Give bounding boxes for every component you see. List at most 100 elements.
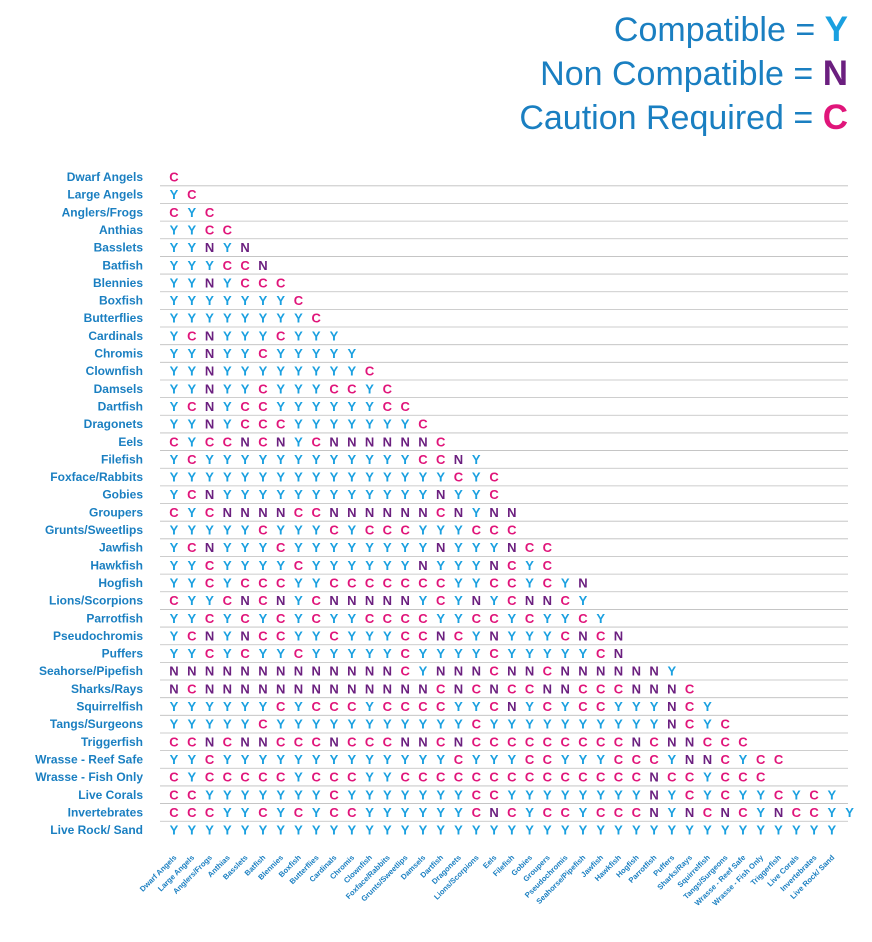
cell-mark: C <box>276 611 286 626</box>
cell-mark: C <box>383 699 393 714</box>
cell-mark: C <box>276 417 286 432</box>
cell-mark: Y <box>205 293 214 308</box>
cell-mark: N <box>632 664 641 679</box>
cell-mark: Y <box>259 311 268 326</box>
cell-mark: Y <box>223 699 232 714</box>
cell-mark: Y <box>419 523 428 538</box>
cell-mark: Y <box>721 823 730 838</box>
cell-mark: C <box>685 770 695 785</box>
cell-mark: Y <box>294 575 303 590</box>
cell-mark: Y <box>347 558 356 573</box>
row-label: Triggerfish <box>81 735 143 749</box>
cell-mark: Y <box>419 787 428 802</box>
cell-mark: C <box>383 734 393 749</box>
legend-label: Caution Required <box>519 99 784 137</box>
row-label: Dragonets <box>84 417 144 431</box>
cell-mark: C <box>560 593 570 608</box>
cell-mark: Y <box>365 770 374 785</box>
cell-mark: Y <box>543 823 552 838</box>
cell-mark: Y <box>579 717 588 732</box>
cell-mark: Y <box>170 752 179 767</box>
cell-mark: N <box>365 505 374 520</box>
cell-mark: Y <box>294 434 303 449</box>
cell-mark: Y <box>347 470 356 485</box>
cell-mark: N <box>525 593 534 608</box>
cell-mark: Y <box>472 452 481 467</box>
row-label: Anglers/Frogs <box>62 205 144 219</box>
cell-mark: N <box>347 664 356 679</box>
cell-mark: Y <box>223 523 232 538</box>
cell-mark: C <box>436 593 446 608</box>
cell-mark: Y <box>525 717 534 732</box>
cell-mark: Y <box>276 293 285 308</box>
cell-mark: N <box>205 346 214 361</box>
cell-mark: Y <box>507 646 516 661</box>
cell-mark: Y <box>259 487 268 502</box>
cell-mark: Y <box>756 787 765 802</box>
cell-mark: N <box>507 540 516 555</box>
cell-mark: N <box>454 505 463 520</box>
cell-mark: Y <box>507 611 516 626</box>
cell-mark: Y <box>223 487 232 502</box>
cell-mark: C <box>312 505 322 520</box>
cell-mark: C <box>614 752 624 767</box>
cell-mark: C <box>258 575 268 590</box>
cell-mark: Y <box>383 770 392 785</box>
cell-mark: C <box>169 505 179 520</box>
cell-mark: C <box>614 681 624 696</box>
cell-mark: C <box>258 523 268 538</box>
cell-mark: C <box>258 275 268 290</box>
row-label: Squirrelfish <box>76 700 143 714</box>
cell-mark: N <box>720 805 729 820</box>
cell-mark: Y <box>259 699 268 714</box>
cell-mark: C <box>596 699 606 714</box>
cell-mark: Y <box>419 470 428 485</box>
cell-mark: Y <box>614 699 623 714</box>
cell-mark: Y <box>579 787 588 802</box>
cell-mark: C <box>258 417 268 432</box>
cell-mark: Y <box>401 823 410 838</box>
cell-mark: N <box>347 593 356 608</box>
cell-mark: Y <box>703 717 712 732</box>
cell-mark: Y <box>312 381 321 396</box>
cell-mark: Y <box>241 558 250 573</box>
cell-mark: C <box>347 575 357 590</box>
cell-mark: N <box>400 434 409 449</box>
cell-mark: Y <box>170 452 179 467</box>
cell-mark: Y <box>223 346 232 361</box>
cell-mark: C <box>418 575 428 590</box>
cell-mark: Y <box>170 364 179 379</box>
cell-mark: Y <box>241 293 250 308</box>
cell-mark: N <box>205 664 214 679</box>
cell-mark: N <box>418 681 427 696</box>
cell-mark: C <box>365 734 375 749</box>
cell-mark: N <box>276 434 285 449</box>
cell-mark: Y <box>170 699 179 714</box>
cell-mark: C <box>525 734 535 749</box>
cell-mark: C <box>400 646 410 661</box>
cell-mark: Y <box>276 311 285 326</box>
cell-mark: Y <box>170 558 179 573</box>
cell-mark: Y <box>187 346 196 361</box>
cell-mark: C <box>436 434 446 449</box>
cell-mark: C <box>276 628 286 643</box>
cell-mark: Y <box>241 452 250 467</box>
cell-mark: Y <box>632 717 641 732</box>
cell-mark: C <box>436 505 446 520</box>
cell-mark: C <box>276 734 286 749</box>
cell-mark: N <box>258 505 267 520</box>
cell-mark: Y <box>205 787 214 802</box>
cell-mark: Y <box>507 787 516 802</box>
cell-mark: C <box>507 523 517 538</box>
cell-mark: Y <box>436 470 445 485</box>
cell-mark: Y <box>223 646 232 661</box>
cell-mark: C <box>240 611 250 626</box>
cell-mark: Y <box>241 487 250 502</box>
cell-mark: Y <box>259 328 268 343</box>
cell-mark: C <box>774 787 784 802</box>
cell-mark: N <box>312 664 321 679</box>
cell-mark: Y <box>347 628 356 643</box>
cell-mark: Y <box>436 646 445 661</box>
cell-mark: N <box>240 593 249 608</box>
